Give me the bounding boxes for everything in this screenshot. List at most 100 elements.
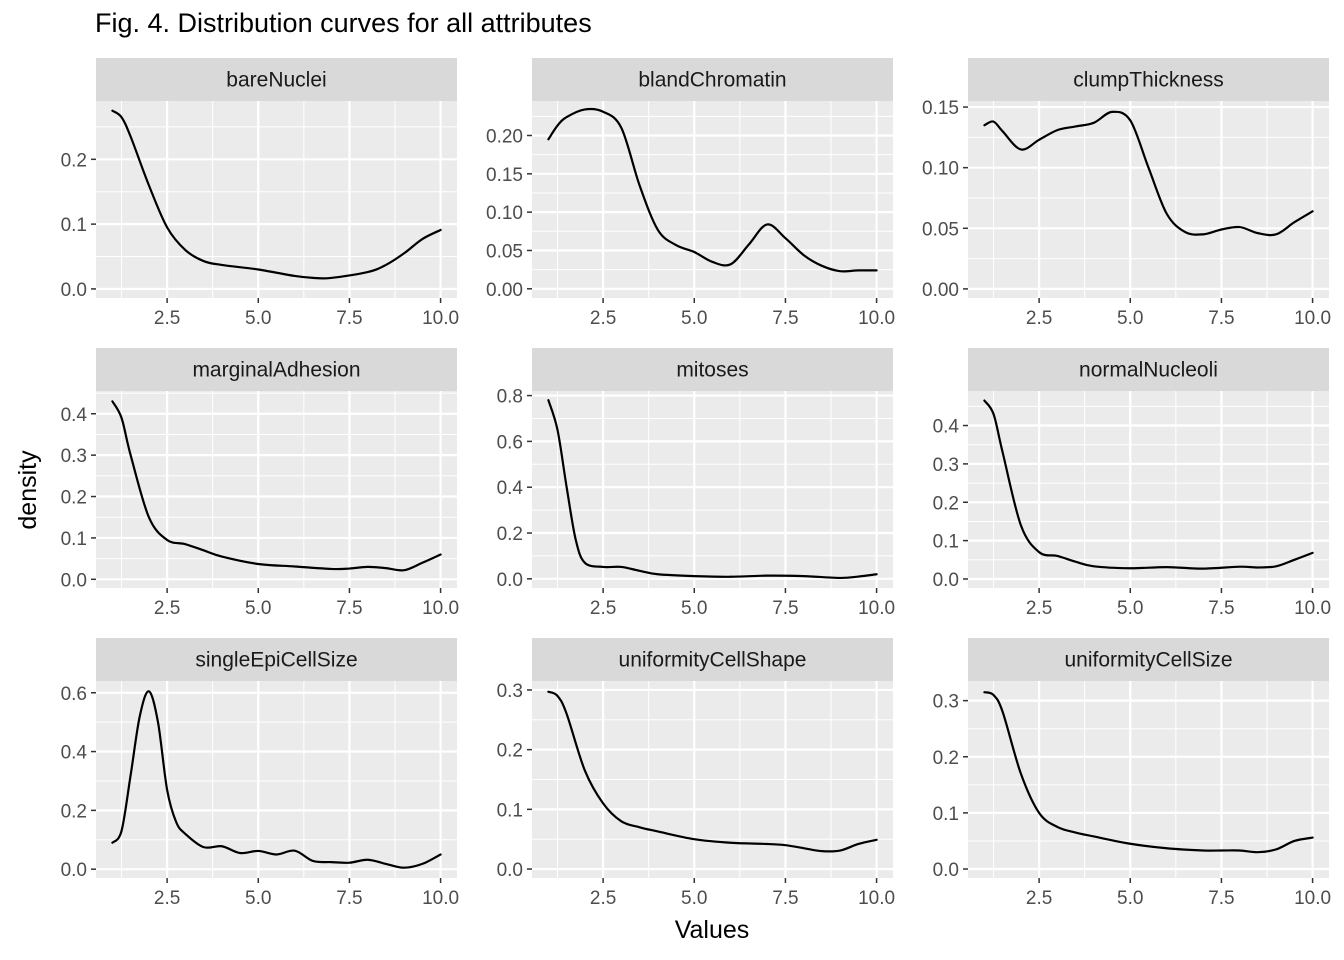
x-tick-label: 7.5 [1208, 598, 1234, 619]
facet-strip-label: normalNucleoli [1079, 359, 1218, 382]
facet-strip-label: marginalAdhesion [192, 359, 360, 382]
facet-strip [968, 638, 1329, 681]
y-tick-label: 0.6 [497, 432, 523, 453]
y-tick-label: 0.8 [497, 387, 523, 408]
y-tick-label: 0.0 [933, 860, 959, 881]
panel-background [532, 101, 893, 298]
x-tick-label: 7.5 [1208, 888, 1234, 909]
y-tick-label: 0.0 [61, 860, 87, 881]
y-tick-label: 0.2 [61, 801, 87, 822]
x-tick-label: 10.0 [422, 888, 459, 909]
density-line [111, 109, 442, 280]
y-tick-label: 0.1 [61, 529, 87, 550]
facet-strip [96, 58, 457, 101]
x-tick-label: 2.5 [154, 308, 180, 329]
y-tick-label: 0.2 [61, 488, 87, 509]
facet-strip [968, 348, 1329, 391]
panel-background [968, 391, 1329, 588]
y-tick-label: 0.3 [933, 692, 959, 713]
y-tick-label: 0.0 [933, 570, 959, 591]
facet-strip-label: singleEpiCellSize [195, 649, 357, 672]
panel-clumpThickness: clumpThickness 2.5 5.0 7.5 10.0 0.00 0.05 0.10 0… [922, 58, 1331, 329]
y-tick-label: 0.3 [933, 455, 959, 476]
x-tick-label: 10.0 [858, 598, 895, 619]
panel-normalNucleoli: normalNucleoli 2.5 5.0 7.5 10.0 0.0 0.1 0.2 0.3 0… [933, 348, 1331, 619]
panel-blandChromatin: blandChromatin 2.5 5.0 7.5 10.0 0.00 0.05 0.10 0… [486, 58, 895, 329]
y-tick-label: 0.0 [61, 570, 87, 591]
x-tick-label: 10.0 [1294, 888, 1331, 909]
x-tick-label: 5.0 [681, 598, 707, 619]
x-tick-label: 5.0 [1117, 888, 1143, 909]
x-tick-label: 2.5 [590, 598, 616, 619]
x-tick-label: 5.0 [245, 308, 271, 329]
y-tick-label: 0.4 [61, 743, 88, 764]
facet-strip [968, 58, 1329, 101]
x-tick-label: 10.0 [858, 308, 895, 329]
density-line [547, 399, 878, 580]
y-tick-label: 0.05 [486, 241, 523, 262]
y-tick-label: 0.4 [497, 478, 524, 499]
panel-background [532, 391, 893, 588]
panel-background [96, 101, 457, 298]
y-tick-label: 0.10 [922, 159, 959, 180]
y-tick-label: 0.4 [61, 405, 88, 426]
y-tick-label: 0.1 [933, 804, 959, 825]
x-tick-label: 5.0 [245, 888, 271, 909]
x-tick-label: 2.5 [1026, 308, 1052, 329]
x-tick-label: 7.5 [1208, 308, 1234, 329]
panel-background [968, 101, 1329, 298]
x-tick-label: 7.5 [772, 308, 798, 329]
panel-singleEpiCellSize: singleEpiCellSize 2.5 5.0 7.5 10.0 0.0 0.2 0.4 0… [61, 638, 459, 909]
x-tick-label: 7.5 [772, 598, 798, 619]
y-tick-label: 0.1 [61, 215, 87, 236]
panel-background [96, 681, 457, 878]
y-tick-label: 0.00 [922, 280, 959, 301]
facet-strip [532, 348, 893, 391]
x-tick-label: 7.5 [336, 888, 362, 909]
y-tick-label: 0.10 [486, 203, 523, 224]
x-tick-label: 2.5 [1026, 598, 1052, 619]
facet-strip [96, 638, 457, 681]
panel-uniformityCellShape: uniformityCellShape 2.5 5.0 7.5 10.0 0.0 0.1 0.… [497, 638, 895, 909]
chart-title: Fig. 4. Distribution curves for all attr… [95, 8, 592, 38]
y-tick-label: 0.6 [61, 684, 87, 705]
y-tick-label: 0.0 [497, 570, 523, 591]
y-tick-label: 0.1 [497, 800, 523, 821]
panel-uniformityCellSize: uniformityCellSize 2.5 5.0 7.5 10.0 0.0 0.1 0.2… [933, 638, 1331, 909]
facet-panels: bareNuclei 2.5 5.0 7.5 10.0 0.0 0.1 0.2 blandChr… [61, 58, 1331, 909]
y-tick-label: 0.3 [497, 681, 523, 702]
x-tick-label: 5.0 [681, 308, 707, 329]
x-tick-label: 5.0 [245, 598, 271, 619]
x-tick-label: 10.0 [858, 888, 895, 909]
density-line [547, 690, 878, 853]
y-tick-label: 0.15 [486, 165, 523, 186]
y-tick-label: 0.00 [486, 280, 523, 301]
x-tick-label: 7.5 [336, 308, 362, 329]
panel-background [968, 681, 1329, 878]
panel-bareNuclei: bareNuclei 2.5 5.0 7.5 10.0 0.0 0.1 0.2 [61, 58, 459, 329]
x-tick-label: 2.5 [1026, 888, 1052, 909]
y-tick-label: 0.2 [61, 150, 87, 171]
facet-strip-label: uniformityCellShape [619, 649, 807, 672]
x-tick-label: 2.5 [154, 888, 180, 909]
x-tick-label: 10.0 [1294, 308, 1331, 329]
panel-background [96, 391, 457, 588]
density-line [111, 400, 442, 572]
x-tick-label: 10.0 [422, 308, 459, 329]
y-tick-label: 0.15 [922, 98, 959, 119]
facet-strip [532, 58, 893, 101]
x-tick-label: 2.5 [590, 888, 616, 909]
y-tick-label: 0.2 [497, 741, 523, 762]
facet-strip-label: bareNuclei [226, 69, 326, 92]
panel-mitoses: mitoses 2.5 5.0 7.5 10.0 0.0 0.2 0.4 0.6 0.8 [497, 348, 895, 619]
facet-strip-label: blandChromatin [638, 69, 786, 92]
y-tick-label: 0.20 [486, 126, 523, 147]
x-tick-label: 7.5 [772, 888, 798, 909]
x-tick-label: 2.5 [590, 308, 616, 329]
x-axis-title: Values [675, 916, 750, 944]
density-line [983, 110, 1314, 237]
x-tick-label: 10.0 [1294, 598, 1331, 619]
y-tick-label: 0.2 [933, 493, 959, 514]
panel-marginalAdhesion: marginalAdhesion 2.5 5.0 7.5 10.0 0.0 0.1 0.2 0.… [61, 348, 459, 619]
facet-strip-label: mitoses [676, 359, 748, 382]
